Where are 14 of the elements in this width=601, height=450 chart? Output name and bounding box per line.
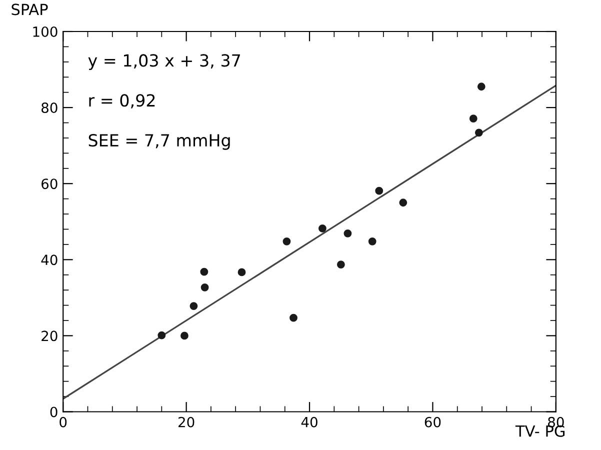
annotation: y = 1,03 x + 3, 37 <box>88 54 240 70</box>
y-axis-title: SPAP <box>12 4 48 16</box>
y-tick-label: 100 <box>33 26 58 37</box>
y-tick-label: 20 <box>42 330 58 342</box>
x-tick-label: 0 <box>60 416 67 428</box>
x-tick-label: 60 <box>424 416 441 428</box>
y-tick-label: 40 <box>41 254 58 266</box>
x-tick-label: 20 <box>178 416 194 428</box>
y-tick-label: 0 <box>50 406 58 418</box>
annotation: r = 0,92 <box>89 94 155 108</box>
y-tick-label: 80 <box>42 102 58 114</box>
y-tick-label: 60 <box>42 178 58 190</box>
annotation: SEE = 7,7 mmHg <box>88 134 230 150</box>
x-tick-label: 40 <box>301 416 318 428</box>
